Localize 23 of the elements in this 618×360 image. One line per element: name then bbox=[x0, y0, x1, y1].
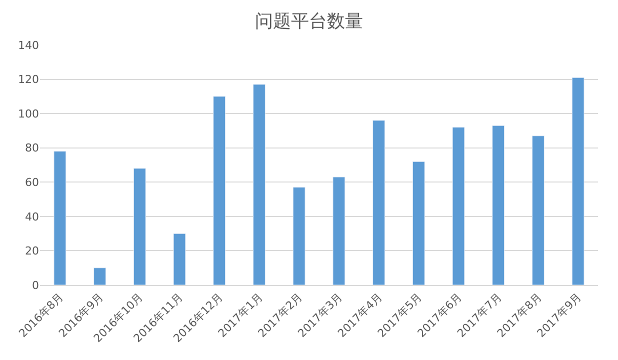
bar bbox=[94, 268, 106, 285]
bar bbox=[572, 77, 584, 285]
y-tick-label: 60 bbox=[25, 176, 39, 189]
bar bbox=[372, 120, 386, 285]
bar bbox=[412, 161, 425, 285]
bar bbox=[332, 176, 346, 285]
bar bbox=[133, 168, 146, 285]
y-tick-label: 80 bbox=[25, 142, 39, 155]
y-tick-label: 40 bbox=[25, 210, 39, 224]
bar bbox=[532, 136, 544, 285]
bar bbox=[54, 151, 66, 285]
bar bbox=[252, 84, 266, 285]
bar bbox=[213, 96, 226, 285]
y-tick-label: 120 bbox=[18, 73, 39, 86]
bar bbox=[292, 187, 306, 285]
y-tick-label: 100 bbox=[18, 107, 39, 120]
y-tick-label: 20 bbox=[25, 244, 39, 258]
y-tick-label: 140 bbox=[18, 38, 39, 52]
bar bbox=[452, 127, 465, 285]
bar bbox=[492, 125, 505, 285]
chart-title: 问题平台数量 bbox=[255, 11, 363, 32]
y-tick-label: 0 bbox=[32, 278, 39, 292]
bar bbox=[173, 233, 186, 285]
